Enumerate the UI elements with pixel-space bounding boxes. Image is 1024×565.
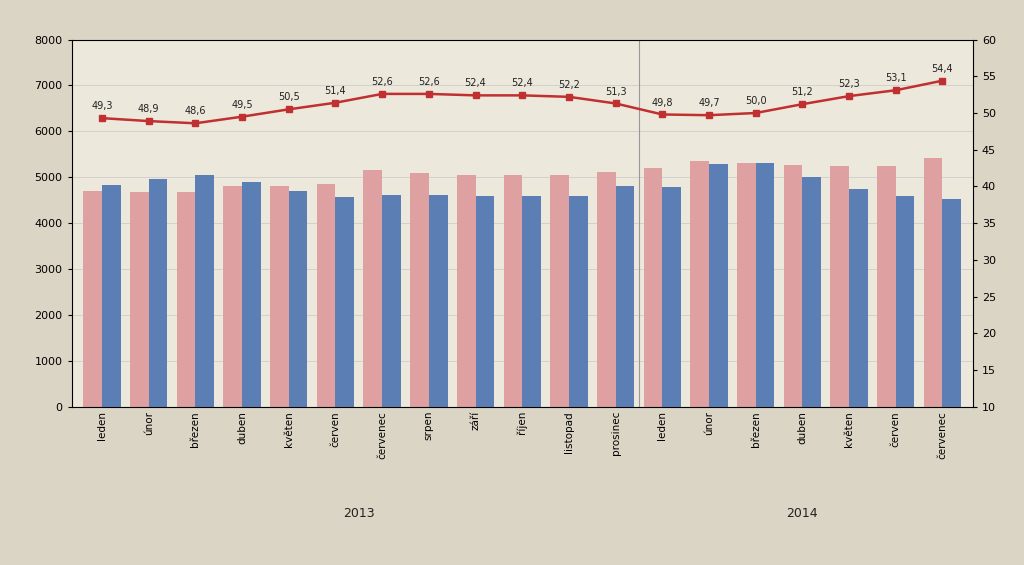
Bar	[878, 166, 896, 407]
Bar	[382, 195, 400, 407]
Text: 52,6: 52,6	[418, 77, 439, 87]
Bar	[830, 166, 849, 407]
Text: 52,4: 52,4	[465, 79, 486, 89]
Bar	[316, 184, 336, 407]
Text: 53,1: 53,1	[885, 73, 906, 83]
Bar	[177, 192, 196, 407]
Bar	[849, 189, 867, 407]
Bar	[550, 175, 569, 407]
Bar	[756, 163, 774, 407]
Text: 49,8: 49,8	[651, 98, 673, 107]
Bar	[242, 182, 261, 407]
Bar	[289, 190, 307, 407]
Bar	[457, 175, 475, 407]
Bar	[504, 175, 522, 407]
Bar	[364, 171, 382, 407]
Bar	[690, 161, 709, 407]
Text: 52,6: 52,6	[372, 77, 393, 87]
Text: 49,7: 49,7	[698, 98, 720, 108]
Bar	[429, 195, 447, 407]
Bar	[942, 199, 962, 407]
Text: 52,3: 52,3	[839, 79, 860, 89]
Text: 49,5: 49,5	[231, 100, 253, 110]
Text: 51,3: 51,3	[605, 86, 627, 97]
Text: 50,5: 50,5	[278, 93, 300, 102]
Bar	[196, 175, 214, 407]
Bar	[270, 185, 289, 407]
Text: 51,2: 51,2	[792, 87, 813, 97]
Bar	[615, 185, 634, 407]
Text: 54,4: 54,4	[932, 64, 953, 74]
Bar	[924, 158, 942, 407]
Bar	[130, 192, 148, 407]
Text: 2013: 2013	[343, 507, 375, 520]
Bar	[223, 185, 242, 407]
Bar	[644, 168, 663, 407]
Text: 49,3: 49,3	[91, 101, 113, 111]
Bar	[783, 166, 803, 407]
Bar	[83, 191, 102, 407]
Bar	[475, 195, 495, 407]
Bar	[102, 185, 121, 407]
Text: 51,4: 51,4	[325, 86, 346, 96]
Text: 52,2: 52,2	[558, 80, 580, 90]
Bar	[597, 172, 615, 407]
Text: 48,6: 48,6	[184, 106, 206, 116]
Bar	[709, 164, 728, 407]
Bar	[522, 195, 541, 407]
Bar	[663, 188, 681, 407]
Text: 2014: 2014	[786, 507, 818, 520]
Text: 50,0: 50,0	[744, 96, 767, 106]
Bar	[411, 173, 429, 407]
Bar	[148, 179, 167, 407]
Bar	[803, 177, 821, 407]
Text: 52,4: 52,4	[511, 79, 534, 89]
Bar	[569, 195, 588, 407]
Text: 48,9: 48,9	[138, 104, 160, 114]
Bar	[336, 197, 354, 407]
Bar	[737, 163, 756, 407]
Bar	[896, 195, 914, 407]
